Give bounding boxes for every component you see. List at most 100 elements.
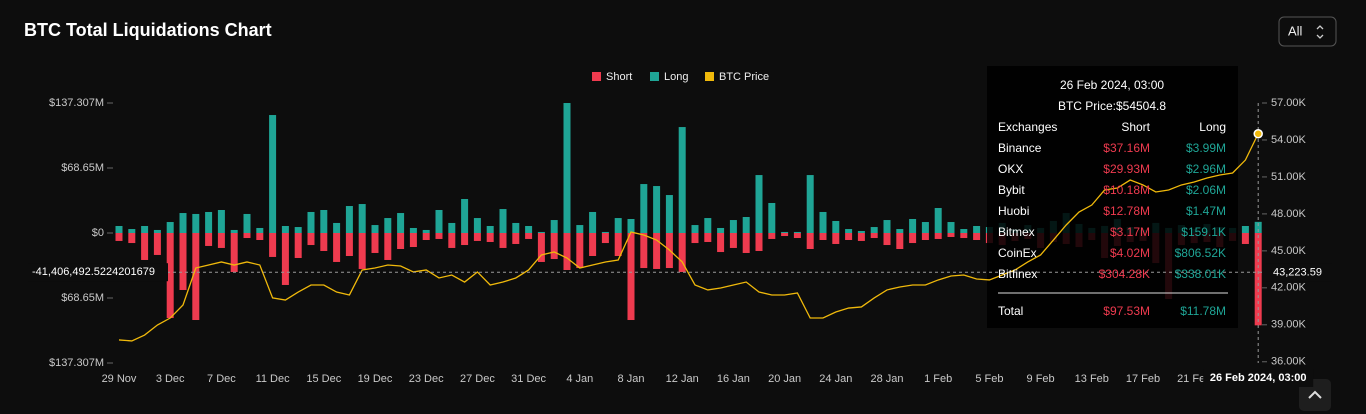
legend-label: BTC Price <box>719 71 769 83</box>
bar <box>422 229 430 233</box>
x-tick-label: 29 Nov <box>102 373 137 385</box>
bar <box>294 227 302 233</box>
tooltip-title: 26 Feb 2024, 03:00 <box>1060 78 1164 92</box>
bar <box>717 227 725 233</box>
bar <box>857 231 865 233</box>
legend-swatch <box>592 72 601 81</box>
bar <box>448 222 456 233</box>
bar <box>793 231 801 233</box>
bar <box>947 233 955 237</box>
bar <box>397 233 405 250</box>
bar <box>537 233 545 262</box>
tooltip-cell: $10.18M <box>1103 183 1150 197</box>
x-tick-label: 7 Dec <box>207 373 236 385</box>
range-selector[interactable]: All <box>1278 16 1337 47</box>
bar <box>205 211 213 233</box>
bar <box>665 195 673 233</box>
bar <box>166 233 174 319</box>
crosshair-y-label-box <box>28 263 168 282</box>
bar <box>192 213 200 233</box>
y-tick-label: $0 <box>92 227 104 239</box>
y2-tick-label: 45.00K <box>1271 245 1307 257</box>
bar <box>320 209 328 233</box>
y-tick-label: $137.307M <box>49 97 104 109</box>
select-value[interactable]: All <box>1288 23 1303 38</box>
bar <box>806 175 814 233</box>
bar <box>422 233 430 241</box>
x-tick-label: 12 Jan <box>666 373 699 385</box>
bar <box>409 233 417 248</box>
bar <box>230 233 238 273</box>
x-tick-label: 5 Feb <box>975 373 1003 385</box>
y2-tick-label: 36.00K <box>1271 356 1307 368</box>
x-tick-label: 23 Dec <box>409 373 444 385</box>
bar <box>525 225 533 233</box>
x-tick-label: 27 Dec <box>460 373 495 385</box>
bar <box>333 222 341 233</box>
bar <box>461 233 469 246</box>
crosshair-x-label-box <box>1203 369 1314 387</box>
bar <box>358 233 366 269</box>
bar <box>653 233 661 269</box>
bar <box>947 222 955 233</box>
bar <box>973 233 981 241</box>
bar <box>793 233 801 239</box>
tooltip-cell: Bitmex <box>998 225 1035 239</box>
bar <box>371 225 379 233</box>
bar <box>576 233 584 269</box>
tooltip-cell: Binance <box>998 141 1042 155</box>
tooltip-cell: Exchanges <box>998 120 1057 134</box>
bar <box>781 231 789 233</box>
bar <box>704 218 712 233</box>
bar <box>819 211 827 233</box>
bar <box>921 222 929 233</box>
bar <box>563 103 571 234</box>
bar <box>179 233 187 290</box>
crosshair-y-label: -41,406,492.5224201679 <box>32 266 155 278</box>
y-tick-label: $137.307M <box>49 357 104 369</box>
tooltip-cell: Bybit <box>998 183 1025 197</box>
x-tick-label: 3 Dec <box>156 373 185 385</box>
bar <box>973 225 981 233</box>
bar <box>883 220 891 233</box>
bar <box>729 220 737 233</box>
bar <box>384 218 392 233</box>
bar <box>461 199 469 233</box>
bar <box>755 175 763 233</box>
x-tick-label: 24 Jan <box>819 373 852 385</box>
bar <box>384 233 392 260</box>
tooltip-cell: $159.1K <box>1181 225 1226 239</box>
legend-swatch <box>650 72 659 81</box>
bar <box>896 233 904 250</box>
x-tick-label: 31 Dec <box>511 373 546 385</box>
bar <box>589 233 597 257</box>
bar <box>960 229 968 233</box>
bar <box>896 229 904 233</box>
tooltip-cell: Short <box>1121 120 1150 134</box>
bar <box>205 233 213 246</box>
bar <box>742 233 750 253</box>
bar <box>857 233 865 241</box>
x-tick-label: 13 Feb <box>1075 373 1109 385</box>
bar <box>307 211 315 233</box>
bar <box>294 233 302 258</box>
bar <box>166 222 174 233</box>
bar <box>281 225 289 233</box>
bar <box>640 233 648 269</box>
bar <box>486 233 494 242</box>
select-chevrons <box>1316 25 1324 39</box>
bar <box>909 218 917 233</box>
x-tick-label: 28 Jan <box>870 373 903 385</box>
x-tick-label: 8 Jan <box>618 373 645 385</box>
bar <box>435 209 443 233</box>
select-box[interactable] <box>1278 16 1337 47</box>
bar <box>397 213 405 233</box>
bar <box>307 233 315 246</box>
legend-label: Short <box>606 71 632 83</box>
x-tick-label: 20 Jan <box>768 373 801 385</box>
y-tick-label: $68.65M <box>61 162 104 174</box>
bar <box>486 225 494 233</box>
bar <box>845 233 853 241</box>
bar <box>563 233 571 271</box>
